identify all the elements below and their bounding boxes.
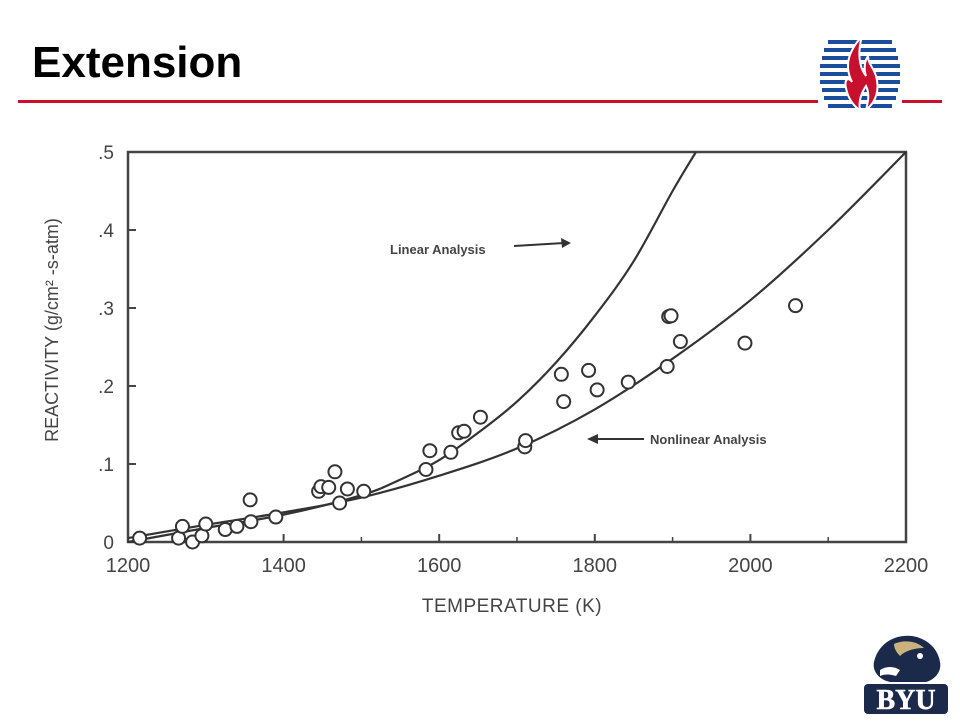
x-tick-label: 1400 xyxy=(261,555,306,577)
x-axis-ticks: 1200 1400 1600 1800 2000 2200 xyxy=(106,534,929,577)
data-point xyxy=(620,374,636,390)
data-point xyxy=(321,479,337,495)
data-point xyxy=(327,464,343,480)
data-point xyxy=(332,495,348,511)
annotation-linear-label: Linear Analysis xyxy=(390,242,486,257)
annotation-linear: Linear Analysis xyxy=(390,238,571,257)
data-point xyxy=(553,366,569,382)
data-point xyxy=(132,530,148,546)
y-tick-label: .2 xyxy=(98,377,114,398)
data-point xyxy=(556,394,572,410)
data-point xyxy=(672,334,688,350)
model-curves xyxy=(127,151,907,544)
x-tick-label: 2200 xyxy=(884,555,929,577)
slide-title: Extension xyxy=(32,38,243,87)
data-point xyxy=(581,362,597,378)
y-axis-label: REACTIVITY (g/cm² -s-atm) xyxy=(42,218,62,442)
flame-logo-icon xyxy=(818,30,902,114)
title-underline xyxy=(18,100,942,103)
data-point xyxy=(443,444,459,460)
y-axis-ticks: 0 .1 .2 .3 .4 .5 xyxy=(98,143,136,554)
byu-logo-text: BYU xyxy=(876,685,935,716)
data-point xyxy=(242,492,258,508)
data-point xyxy=(174,518,190,534)
data-point xyxy=(663,308,679,324)
data-point xyxy=(229,518,245,534)
data-point xyxy=(589,382,605,398)
y-tick-label: .1 xyxy=(98,455,114,476)
x-tick-label: 1200 xyxy=(106,555,151,577)
data-point xyxy=(422,443,438,459)
y-tick-label: .3 xyxy=(98,299,114,320)
data-point xyxy=(737,335,753,351)
data-point xyxy=(456,423,472,439)
data-point xyxy=(418,461,434,477)
x-axis-label: TEMPERATURE (K) xyxy=(422,596,602,617)
byu-cougar-logo-icon: BYU xyxy=(860,626,952,718)
curve-nonlinear-analysis xyxy=(127,151,907,540)
data-point xyxy=(243,514,259,530)
data-point xyxy=(198,516,214,532)
data-point xyxy=(788,298,804,314)
data-point xyxy=(268,509,284,525)
plot-frame xyxy=(126,150,908,544)
data-point xyxy=(472,409,488,425)
data-points xyxy=(132,298,804,550)
data-point xyxy=(356,483,372,499)
y-tick-label: 0 xyxy=(103,533,114,554)
x-tick-label: 1600 xyxy=(417,555,462,577)
data-point xyxy=(339,481,355,497)
x-tick-label: 1800 xyxy=(573,555,618,577)
annotation-nonlinear: Nonlinear Analysis xyxy=(587,432,767,447)
annotation-linear-arrow xyxy=(513,242,565,247)
y-tick-label: .4 xyxy=(98,221,114,242)
x-tick-label: 2000 xyxy=(728,555,773,577)
annotation-nonlinear-label: Nonlinear Analysis xyxy=(650,432,767,447)
y-tick-label: .5 xyxy=(98,143,114,164)
data-point xyxy=(659,359,675,374)
data-point xyxy=(518,433,534,449)
